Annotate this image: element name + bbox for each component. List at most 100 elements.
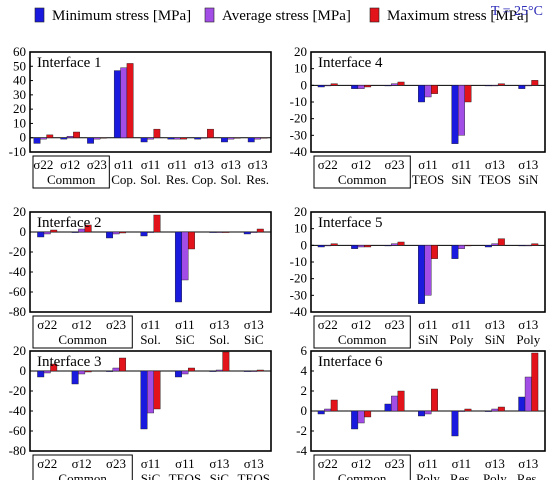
bar — [431, 85, 438, 94]
bar — [43, 370, 51, 374]
y-tick-label: -80 — [9, 304, 26, 319]
common-group-box — [313, 454, 411, 480]
category-label: σ11 — [452, 456, 472, 471]
bar — [200, 137, 208, 139]
category-sublabel: TEOS — [169, 471, 202, 480]
bar — [87, 137, 94, 144]
common-group-label: Common — [47, 172, 96, 187]
category-label: σ12 — [351, 456, 371, 471]
bar — [84, 370, 92, 373]
category-label: σ13 — [485, 456, 505, 471]
bar — [221, 137, 228, 143]
category-label: σ11 — [175, 456, 195, 471]
category-label: σ22 — [318, 157, 338, 172]
bar — [140, 231, 148, 237]
category-sublabel: Res. — [450, 471, 473, 480]
bar — [71, 231, 79, 233]
common-group-label: Common — [338, 172, 387, 187]
bar — [33, 137, 41, 144]
y-tick-label: -80 — [9, 443, 26, 458]
bar — [384, 245, 392, 247]
bar — [153, 128, 161, 138]
bar — [260, 137, 268, 139]
category-label: σ13 — [485, 317, 505, 332]
bar — [497, 83, 505, 86]
bar — [418, 85, 425, 103]
bar — [215, 231, 223, 233]
legend: Minimum stress [MPa] Average stress [MPa]… — [34, 4, 543, 24]
y-tick-label: 2 — [301, 383, 308, 398]
category-label: σ11 — [141, 456, 161, 471]
y-tick-label: -10 — [290, 94, 307, 109]
y-tick-label: 0 — [301, 237, 308, 252]
category-sublabel: SiN — [418, 332, 439, 347]
bar — [357, 410, 365, 424]
bar — [119, 231, 127, 234]
y-tick-label: -4 — [296, 443, 307, 458]
bar — [215, 369, 223, 372]
category-sublabel: SiN — [451, 172, 472, 187]
category-label: σ13 — [221, 157, 241, 172]
bar — [46, 134, 54, 138]
category-sublabel: Res. — [517, 471, 540, 480]
panel-frame — [29, 51, 272, 153]
bar — [250, 231, 258, 233]
category-label: σ13 — [248, 157, 268, 172]
panel-title: Interface 6 — [318, 354, 383, 370]
bar — [351, 245, 359, 249]
bar — [243, 231, 251, 235]
legend-label: Average stress [MPa] — [222, 8, 351, 24]
y-tick-label: -60 — [9, 284, 26, 299]
bar — [112, 367, 120, 372]
panel-title: Interface 3 — [37, 354, 102, 370]
bar — [37, 231, 45, 238]
bar — [384, 403, 392, 412]
bar — [457, 85, 465, 136]
bar — [317, 245, 325, 248]
category-label: σ22 — [318, 317, 338, 332]
y-tick-label: -40 — [290, 304, 307, 319]
common-group-label: Common — [58, 471, 107, 480]
category-label: σ22 — [33, 157, 53, 172]
category-sublabel: Poly — [416, 471, 440, 480]
bar — [181, 231, 189, 281]
bar — [397, 81, 405, 86]
category-sublabel: Sol. — [140, 172, 161, 187]
bar — [173, 137, 181, 140]
bar — [531, 80, 539, 86]
category-label: σ23 — [385, 157, 405, 172]
bar — [531, 352, 539, 412]
bar — [357, 245, 365, 248]
category-label: σ11 — [141, 317, 161, 332]
bar — [180, 137, 188, 140]
temperature-label: T = 25°C — [491, 4, 543, 19]
bar — [84, 224, 92, 233]
category-label: σ12 — [351, 157, 371, 172]
category-sublabel: Res. — [166, 172, 189, 187]
legend-swatch — [369, 7, 380, 23]
bar — [424, 410, 432, 415]
category-sublabel: Sol. — [221, 172, 242, 187]
bar — [518, 85, 526, 89]
bar — [227, 137, 235, 140]
bar — [491, 85, 499, 87]
bar — [431, 388, 438, 412]
category-label: σ11 — [141, 157, 161, 172]
bar — [71, 370, 79, 385]
category-sublabel: Cop. — [192, 172, 217, 187]
bar — [43, 231, 51, 235]
panel-frame — [29, 211, 272, 313]
category-sublabel: SiN — [518, 172, 539, 187]
bar — [66, 136, 74, 138]
bar — [254, 137, 261, 140]
category-label: σ11 — [418, 456, 438, 471]
category-sublabel: SiN — [485, 332, 506, 347]
bar — [40, 137, 47, 140]
legend-label: Maximum stress [MPa] — [387, 8, 529, 24]
category-sublabel: Poly — [516, 332, 540, 347]
category-label: σ11 — [418, 157, 438, 172]
